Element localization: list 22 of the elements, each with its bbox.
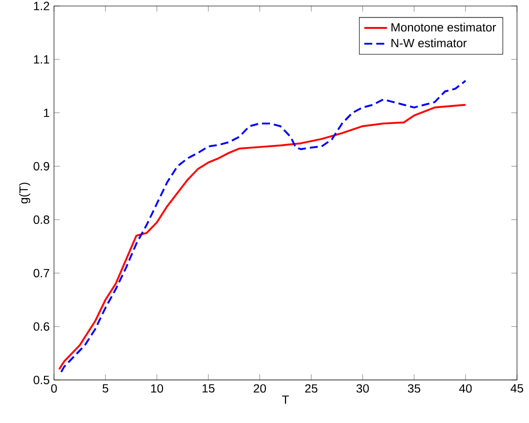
legend-label: N-W estimator <box>392 38 467 48</box>
y-tick-label: 0.9 <box>34 162 50 170</box>
y-tick-label: 1.1 <box>34 55 50 64</box>
y-tick-label: 0.5 <box>34 376 50 384</box>
x-tick-label: 30 <box>356 384 369 393</box>
x-tick-label: 20 <box>254 384 266 393</box>
x-tick-label: 35 <box>408 384 420 393</box>
y-axis-title: g(T) <box>19 182 30 204</box>
x-axis-title: T <box>282 396 289 404</box>
x-tick-label: 45 <box>510 384 524 393</box>
x-tick-label: 10 <box>151 384 164 393</box>
y-tick-label: 1.2 <box>34 2 50 10</box>
legend-label: Monotone estimator <box>392 22 496 32</box>
x-tick-label: 5 <box>102 384 108 393</box>
y-tick-label: 0.6 <box>34 322 50 331</box>
y-tick-label: 0.7 <box>34 268 50 278</box>
y-tick-label: 1 <box>44 108 50 117</box>
y-tick-label: 0.8 <box>34 215 50 224</box>
x-tick-label: 25 <box>305 384 318 393</box>
x-tick-label: 40 <box>459 384 472 393</box>
x-tick-label: 0 <box>51 384 57 393</box>
x-tick-label: 15 <box>202 384 214 393</box>
